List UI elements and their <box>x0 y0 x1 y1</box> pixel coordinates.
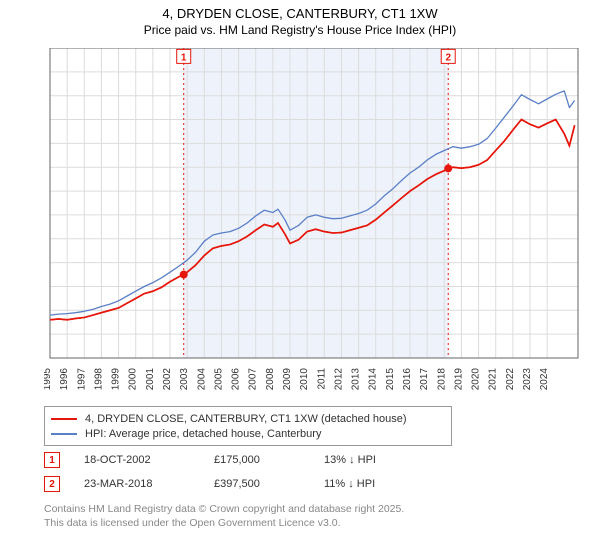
footnote-line: Contains HM Land Registry data © Crown c… <box>44 502 584 516</box>
legend-row: HPI: Average price, detached house, Cant… <box>51 426 445 441</box>
svg-text:2012: 2012 <box>333 368 344 391</box>
event-price: £175,000 <box>214 454 324 466</box>
event-date: 23-MAR-2018 <box>84 478 214 490</box>
legend-label: 4, DRYDEN CLOSE, CANTERBURY, CT1 1XW (de… <box>85 413 407 425</box>
svg-text:1996: 1996 <box>59 368 70 391</box>
svg-text:1995: 1995 <box>44 368 53 391</box>
svg-text:2016: 2016 <box>402 368 413 391</box>
footnote: Contains HM Land Registry data © Crown c… <box>44 502 584 530</box>
svg-text:2021: 2021 <box>488 368 499 391</box>
page-subtitle: Price paid vs. HM Land Registry's House … <box>0 21 600 37</box>
legend-row: 4, DRYDEN CLOSE, CANTERBURY, CT1 1XW (de… <box>51 411 445 426</box>
event-marker: 1 <box>44 452 60 468</box>
svg-text:2010: 2010 <box>299 368 310 391</box>
svg-text:2003: 2003 <box>179 368 190 391</box>
svg-text:2002: 2002 <box>162 368 173 391</box>
svg-text:1997: 1997 <box>76 368 87 391</box>
footnote-line: This data is licensed under the Open Gov… <box>44 516 584 530</box>
svg-text:2024: 2024 <box>539 368 550 391</box>
svg-text:1998: 1998 <box>93 368 104 391</box>
svg-text:2017: 2017 <box>419 368 430 391</box>
legend-label: HPI: Average price, detached house, Cant… <box>85 428 321 440</box>
event-delta: 11% ↓ HPI <box>324 478 444 490</box>
svg-text:2005: 2005 <box>213 368 224 391</box>
legend-swatch <box>51 433 77 435</box>
svg-text:2014: 2014 <box>368 368 379 391</box>
svg-text:2015: 2015 <box>385 368 396 391</box>
svg-text:2018: 2018 <box>436 368 447 391</box>
legend-swatch <box>51 418 77 420</box>
svg-text:1999: 1999 <box>111 368 122 391</box>
svg-text:1: 1 <box>181 52 187 63</box>
svg-text:2023: 2023 <box>522 368 533 391</box>
svg-text:2007: 2007 <box>248 368 259 391</box>
svg-text:2008: 2008 <box>265 368 276 391</box>
event-table: 1 18-OCT-2002£175,00013% ↓ HPI 2 23-MAR-201… <box>44 448 584 496</box>
svg-text:2000: 2000 <box>128 368 139 391</box>
event-date: 18-OCT-2002 <box>84 454 214 466</box>
legend: 4, DRYDEN CLOSE, CANTERBURY, CT1 1XW (de… <box>44 406 452 446</box>
svg-text:2019: 2019 <box>453 368 464 391</box>
svg-text:2009: 2009 <box>282 368 293 391</box>
svg-text:2004: 2004 <box>196 368 207 391</box>
svg-text:2022: 2022 <box>505 368 516 391</box>
svg-text:2013: 2013 <box>351 368 362 391</box>
page-title: 4, DRYDEN CLOSE, CANTERBURY, CT1 1XW <box>0 0 600 21</box>
event-row: 1 18-OCT-2002£175,00013% ↓ HPI <box>44 448 584 472</box>
svg-text:2006: 2006 <box>231 368 242 391</box>
event-marker: 2 <box>44 476 60 492</box>
page-root: 4, DRYDEN CLOSE, CANTERBURY, CT1 1XW Pri… <box>0 0 600 560</box>
event-row: 2 23-MAR-2018£397,50011% ↓ HPI <box>44 472 584 496</box>
svg-text:2011: 2011 <box>316 368 327 390</box>
svg-text:2001: 2001 <box>145 368 156 391</box>
event-delta: 13% ↓ HPI <box>324 454 444 466</box>
event-price: £397,500 <box>214 478 324 490</box>
line-chart: £0£50K£100K£150K£200K£250K£300K£350K£400… <box>44 48 584 396</box>
svg-text:2: 2 <box>445 52 451 63</box>
svg-text:2020: 2020 <box>471 368 482 391</box>
